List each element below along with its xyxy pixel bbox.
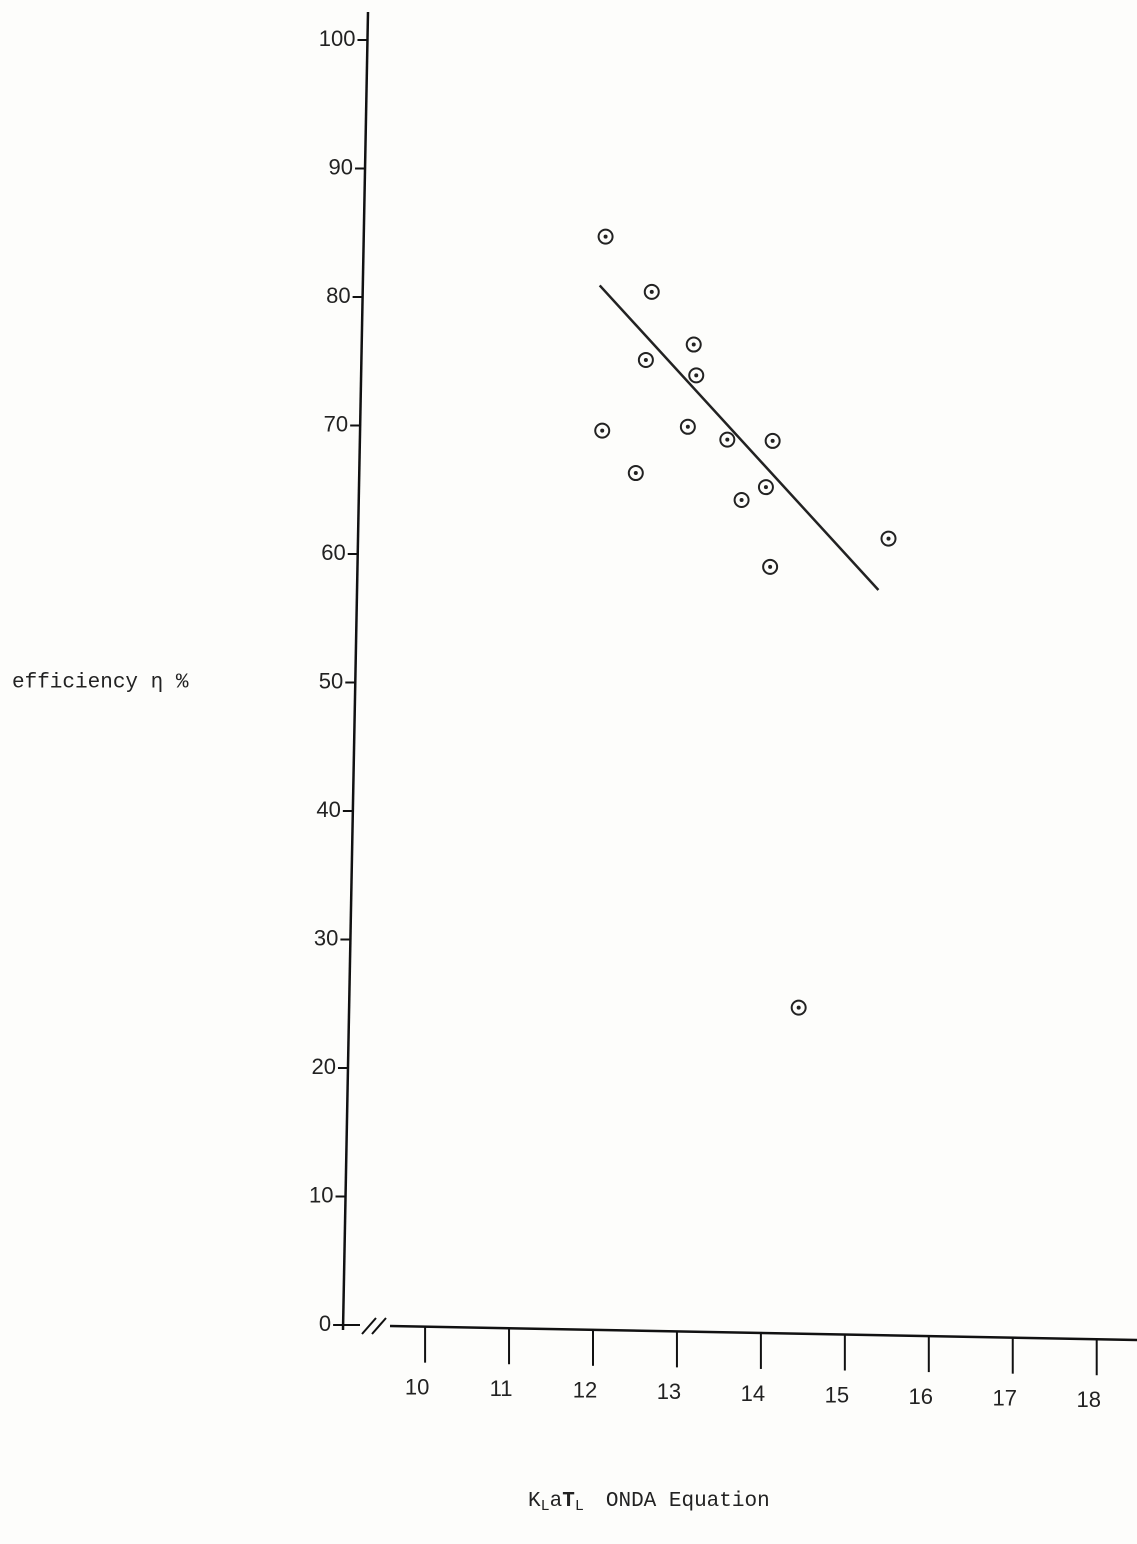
x-tick-label: 18 [1076,1387,1100,1412]
axis-break [362,1318,386,1334]
x-tick-label: 15 [825,1382,849,1407]
point [595,424,609,438]
point [759,480,773,494]
y-tick-label: 100 [319,26,356,51]
x-label-part: ONDA Equation [606,1490,770,1513]
x-label-part: a [550,1490,563,1513]
y-tick-label: 40 [316,797,340,822]
point [599,230,613,244]
x-axis [390,1326,1137,1340]
point [763,560,777,574]
point [687,338,701,352]
x-tick-label: 17 [993,1385,1017,1410]
fit-line [600,285,879,590]
x-tick-label: 16 [909,1384,933,1409]
x-label-part: T [562,1490,575,1513]
point [629,466,643,480]
point [639,353,653,367]
y-tick-label: 20 [311,1054,335,1079]
x-label-part: K [528,1490,541,1513]
point [735,493,749,507]
y-tick-label: 10 [309,1182,333,1207]
y-tick-label: 0 [319,1311,331,1336]
x-tick-label: 14 [741,1381,765,1406]
y-tick-label: 30 [314,925,338,950]
y-tick-label: 80 [326,283,350,308]
point [720,433,734,447]
point [792,1001,806,1015]
y-tick-label: 50 [319,668,343,693]
point [645,285,659,299]
x-tick-label: 12 [573,1378,597,1403]
point [882,532,896,546]
y-axis-label: efficiency η % [12,672,189,695]
point [766,434,780,448]
y-tick-label: 90 [329,154,353,179]
chart: efficiency η % KLaTLONDA Equation 010203… [0,0,1137,1544]
y-tick-label: 70 [324,411,348,436]
x-tick-label: 11 [490,1376,513,1401]
y-axis [343,12,368,1330]
x-tick-label: 13 [657,1379,681,1404]
x-label-part: L [541,1498,550,1515]
x-tick-label: 10 [405,1374,429,1399]
point [689,368,703,382]
x-label-part: L [575,1498,584,1515]
point [681,420,695,434]
y-tick-label: 60 [321,540,345,565]
